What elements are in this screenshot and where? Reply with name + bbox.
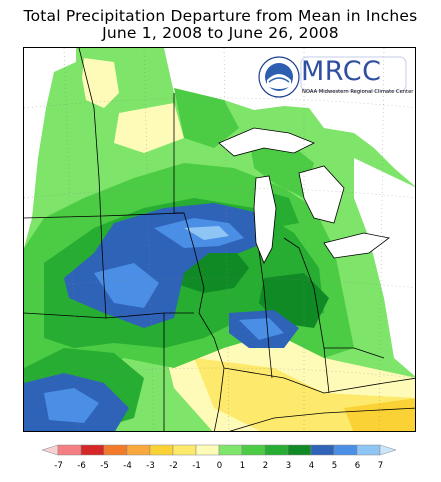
legend-tick-label: 4 xyxy=(308,461,315,471)
no-data-area-east xyxy=(354,158,415,377)
legend-swatch xyxy=(57,444,82,456)
legend-tick-label: -6 xyxy=(77,461,86,471)
legend-arrow-high xyxy=(379,444,397,456)
legend-colorbar xyxy=(41,444,397,456)
legend-tick-label: 6 xyxy=(354,461,361,471)
legend-tick-label: 0 xyxy=(216,461,223,471)
dry-area-southeast xyxy=(344,398,415,431)
state-boundaries xyxy=(24,48,415,431)
dry-patch-minnesota xyxy=(114,103,184,153)
lake-michigan xyxy=(253,175,277,264)
great-lakes xyxy=(218,127,390,264)
legend-swatch xyxy=(310,444,335,456)
legend-swatch xyxy=(172,444,197,456)
lake-erie xyxy=(323,232,390,259)
legend-tick-label: 7 xyxy=(377,461,384,471)
precipitation-map xyxy=(24,48,415,431)
legend-tick-label: 1 xyxy=(239,461,246,471)
legend-tick-label: -1 xyxy=(192,461,201,471)
extreme-wet-core-2 xyxy=(94,263,159,308)
map-title: Total Precipitation Departure from Mean … xyxy=(23,7,418,25)
legend-tick-label: -7 xyxy=(54,461,63,471)
wet-patch-north xyxy=(174,88,239,148)
legend-swatch xyxy=(241,444,266,456)
graticule xyxy=(24,48,415,431)
legend-swatch xyxy=(80,444,105,456)
legend-swatch xyxy=(264,444,289,456)
wet-patch-michigan xyxy=(249,138,314,198)
legend-tick-label: -3 xyxy=(146,461,155,471)
map-panel xyxy=(23,47,416,432)
mrcc-logo xyxy=(258,56,407,98)
legend-swatch xyxy=(218,444,243,456)
extreme-wet-core-3 xyxy=(239,318,284,340)
legend-swatch xyxy=(149,444,174,456)
legend-tick-label: 5 xyxy=(331,461,338,471)
legend-swatch xyxy=(195,444,220,456)
no-data-area-north xyxy=(164,48,415,187)
map-date-range: June 1, 2008 to June 26, 2008 xyxy=(102,24,339,42)
legend-swatch xyxy=(103,444,128,456)
legend-arrow-low xyxy=(41,444,59,456)
legend-tick-label: 2 xyxy=(262,461,269,471)
legend-swatch xyxy=(356,444,381,456)
extreme-wet-core-5 xyxy=(184,226,229,240)
legend-tick-label: 3 xyxy=(285,461,292,471)
no-data-area-west xyxy=(24,48,76,248)
legend-tick-label: -4 xyxy=(123,461,132,471)
logo-subtitle: NOAA Midwestern Regional Climate Center xyxy=(302,89,414,95)
extreme-wet-core-4 xyxy=(44,388,99,423)
legend-swatch xyxy=(126,444,151,456)
legend-swatch xyxy=(287,444,312,456)
lake-huron xyxy=(298,165,345,224)
logo-wordmark: MRCC xyxy=(301,56,382,87)
legend-tick-label: -2 xyxy=(169,461,178,471)
legend-swatch xyxy=(333,444,358,456)
legend-tick-label: -5 xyxy=(100,461,109,471)
